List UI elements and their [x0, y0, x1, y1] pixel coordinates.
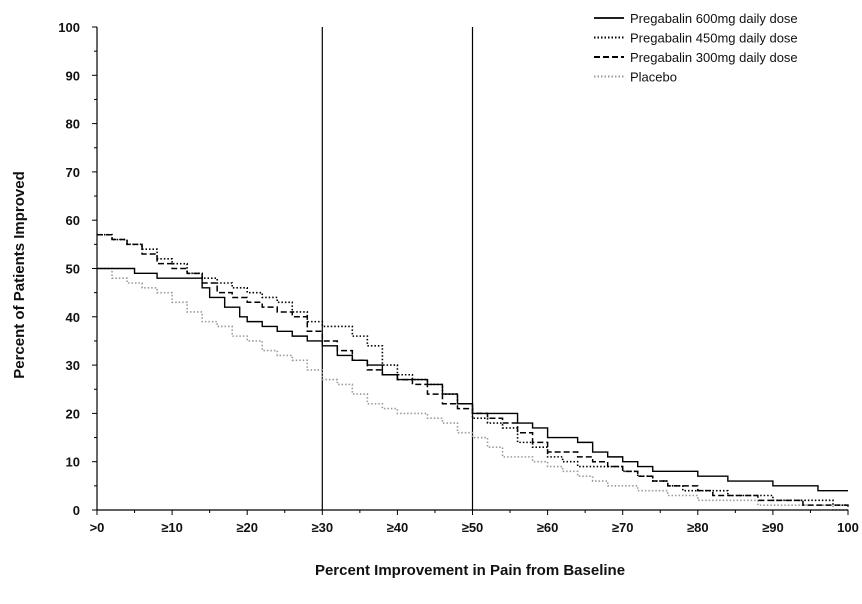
legend: Pregabalin 600mg daily dose Pregabalin 45…	[594, 11, 798, 85]
y-tick-label: 30	[66, 358, 80, 373]
x-tick-label: >0	[90, 520, 105, 535]
x-tick-label: ≥40	[387, 520, 409, 535]
series-line-2	[97, 233, 848, 506]
x-tick-label: ≥60	[537, 520, 559, 535]
x-tick-label: ≥70	[612, 520, 634, 535]
reference-lines	[321, 27, 474, 510]
x-tick-label: ≥20	[236, 520, 258, 535]
x-tick-label: ≥80	[687, 520, 709, 535]
ticks-layer: 0 10 20 30 40 50 60 70 80 90 100 >0 ≥10 ≥20 ≥30 ≥40 ≥50 ≥…	[58, 20, 859, 535]
legend-label: Pregabalin 600mg daily dose	[630, 11, 798, 26]
y-axis-title: Percent of Patients Improved	[11, 171, 28, 379]
y-tick-label: 0	[73, 503, 80, 518]
x-tick-label: ≥50	[462, 520, 484, 535]
y-tick-label: 80	[66, 117, 80, 132]
series-line-3	[97, 233, 849, 510]
legend-label: Placebo	[630, 70, 677, 85]
y-tick-label: 20	[66, 406, 80, 421]
y-tick-label: 50	[66, 262, 80, 277]
y-tick-label: 90	[66, 68, 80, 83]
x-tick-label: ≥90	[762, 520, 784, 535]
series-line-4	[97, 267, 848, 511]
series-layer	[97, 233, 849, 511]
x-tick-label: ≥10	[161, 520, 183, 535]
y-tick-label: 100	[58, 20, 80, 35]
y-tick-label: 10	[66, 455, 80, 470]
x-tick-label: ≥30	[311, 520, 333, 535]
y-tick-label: 70	[66, 165, 80, 180]
y-tick-label: 40	[66, 310, 80, 325]
legend-label: Pregabalin 300mg daily dose	[630, 50, 798, 65]
y-tick-label: 60	[66, 213, 80, 228]
x-tick-label: 100	[837, 520, 859, 535]
x-axis-title: Percent Improvement in Pain from Baselin…	[315, 562, 625, 579]
legend-label: Pregabalin 450mg daily dose	[630, 31, 798, 46]
